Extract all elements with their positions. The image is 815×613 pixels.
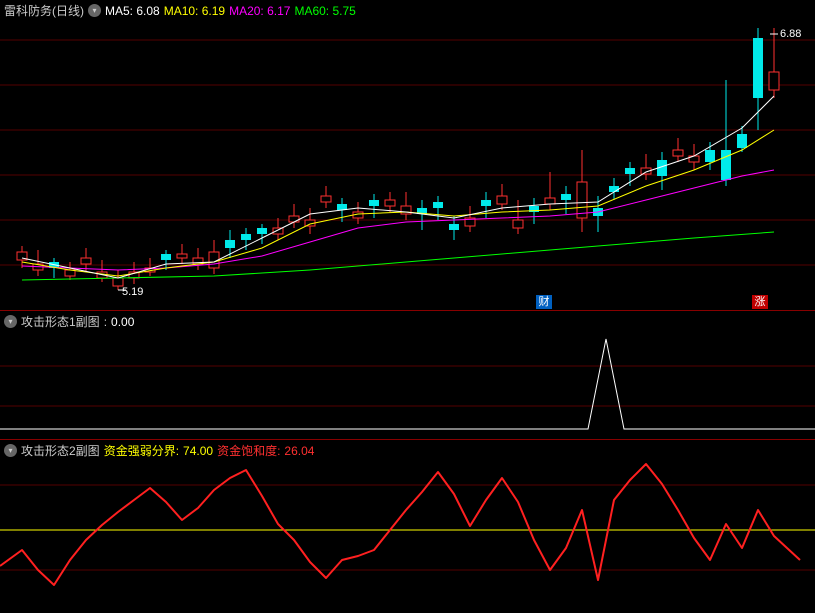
sub1-title: 攻击形态1副图 xyxy=(21,313,100,330)
sub2-m1-value: 74.00 xyxy=(183,444,213,458)
main-chart-panel[interactable]: 雷科防务(日线) ▾ MA5: 6.08 MA10: 6.19 MA20: 6.… xyxy=(0,0,815,311)
sub2-m2-label: 资金饱和度: xyxy=(217,442,280,459)
ma10-label: MA10: 6.19 xyxy=(164,4,225,18)
ma20-label: MA20: 6.17 xyxy=(229,4,290,18)
ma5-label: MA5: 6.08 xyxy=(105,4,160,18)
price-high-label: 6.88 xyxy=(780,28,801,40)
chevron-down-icon[interactable]: ▾ xyxy=(4,444,17,457)
chevron-down-icon[interactable]: ▾ xyxy=(4,315,17,328)
candlestick-chart[interactable] xyxy=(0,0,815,311)
sub2-m1-label: 资金强弱分界: xyxy=(104,442,179,459)
stock-title: 雷科防务(日线) xyxy=(4,2,84,19)
main-header: 雷科防务(日线) ▾ MA5: 6.08 MA10: 6.19 MA20: 6.… xyxy=(4,2,356,19)
price-low-label: 5.19 xyxy=(122,286,143,298)
sub1-panel[interactable]: ▾ 攻击形态1副图 : 0.00 xyxy=(0,311,815,440)
sub1-chart[interactable] xyxy=(0,311,815,440)
sub2-m2-value: 26.04 xyxy=(284,444,314,458)
zhang-badge: 涨 xyxy=(752,295,768,309)
cai-badge: 财 xyxy=(536,295,552,309)
sub2-chart[interactable] xyxy=(0,440,815,613)
sub2-panel[interactable]: ▾ 攻击形态2副图 资金强弱分界: 74.00 资金饱和度: 26.04 xyxy=(0,440,815,613)
sub2-header: ▾ 攻击形态2副图 资金强弱分界: 74.00 资金饱和度: 26.04 xyxy=(4,442,314,459)
chevron-down-icon[interactable]: ▾ xyxy=(88,4,101,17)
sub1-value: 0.00 xyxy=(111,315,134,329)
sub1-header: ▾ 攻击形态1副图 : 0.00 xyxy=(4,313,134,330)
ma60-label: MA60: 5.75 xyxy=(294,4,355,18)
sub2-title: 攻击形态2副图 xyxy=(21,442,100,459)
